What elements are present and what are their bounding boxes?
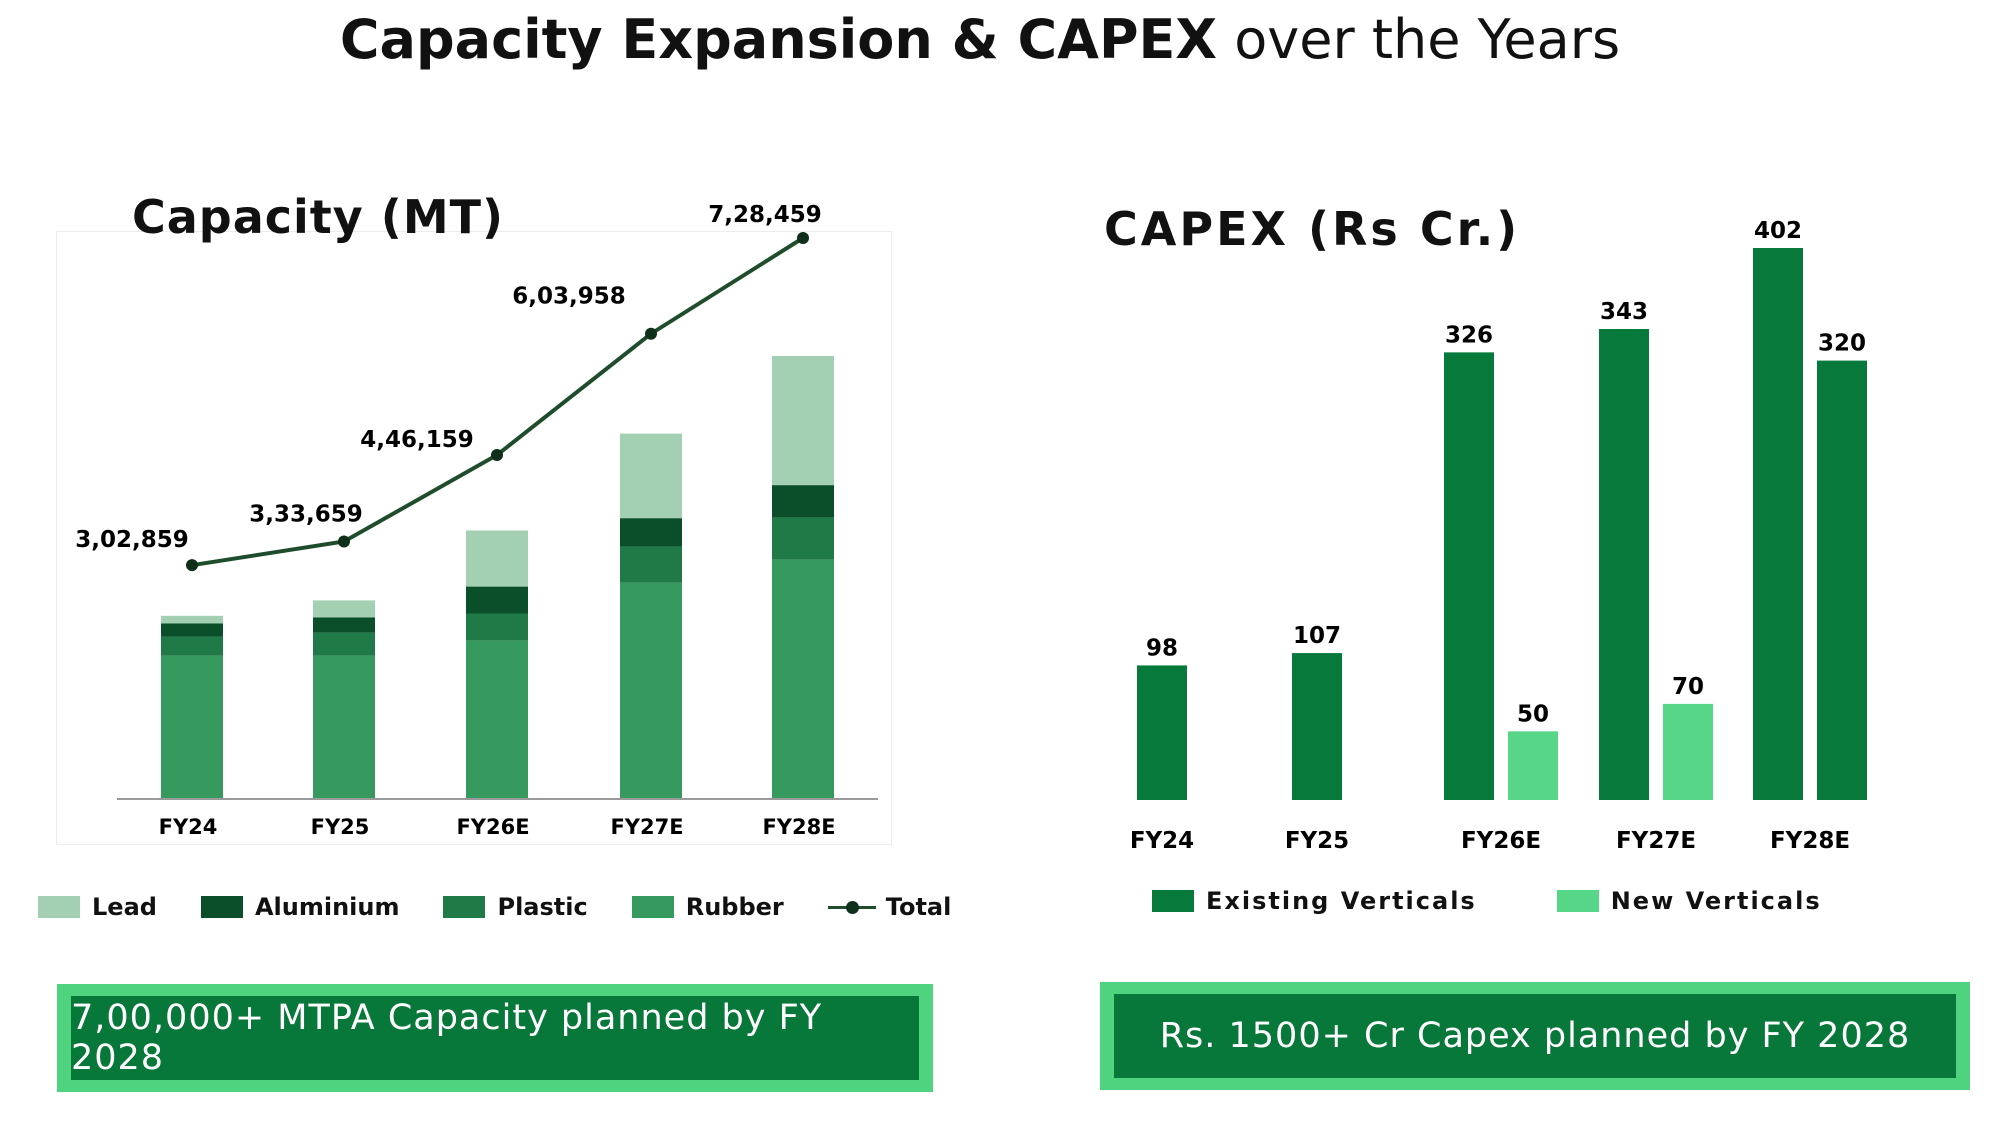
capex-value-label-existing-fy27e: 343 [1600, 299, 1648, 325]
capacity-bar-aluminium-fy28e [772, 485, 834, 518]
legend-item-total: Total [827, 893, 952, 921]
capex-bar-existing-fy25 [1292, 653, 1342, 800]
legend-label-rubber: Rubber [685, 893, 784, 921]
capex-tick-fy28e: FY28E [1770, 828, 1850, 854]
capacity-bar-lead-fy28e [772, 355, 834, 486]
capacity-bar-plastic-fy27e [620, 546, 682, 583]
capacity-bar-rubber-fy26e [466, 640, 528, 798]
capex-bar-new-fy27e [1663, 703, 1713, 800]
capacity-bar-rubber-fy27e [620, 582, 682, 798]
legend-label-plastic: Plastic [497, 893, 588, 921]
capacity-bar-rubber-fy24 [161, 655, 223, 798]
capacity-bar-aluminium-fy26e [466, 586, 528, 614]
capex-bar-existing-fy28e [1753, 248, 1803, 800]
capex-value-label-existing-fy28e: 402 [1754, 218, 1802, 244]
capacity-tick-fy28e: FY28E [762, 815, 835, 839]
capex-value-label-new-fy27e: 70 [1672, 674, 1704, 700]
capex-value-label-existing-fy24: 98 [1146, 635, 1178, 661]
capacity-total-point-fy24 [186, 559, 198, 572]
legend-label-existing: Existing Verticals [1206, 887, 1477, 915]
legend-item-rubber: Rubber [631, 893, 784, 921]
capacity-banner-text: 7,00,000+ MTPA Capacity planned by FY 20… [71, 996, 919, 1080]
legend-label-new: New Verticals [1610, 887, 1822, 915]
capacity-tick-fy27e: FY27E [610, 815, 683, 839]
capex-bar-existing-fy26e [1444, 352, 1494, 800]
capex-chart-title: CAPEX (Rs Cr.) [1104, 202, 1521, 256]
capex-bar-existing-fy24 [1137, 665, 1187, 800]
legend-label-total: Total [885, 893, 952, 921]
page-title: Capacity Expansion & CAPEX over the Year… [0, 8, 1960, 71]
capacity-total-label-fy27e: 6,03,958 [512, 284, 626, 310]
capex-tick-fy26e: FY26E [1461, 828, 1541, 854]
legend-label-aluminium: Aluminium [254, 893, 400, 921]
legend-swatch-new [1556, 890, 1599, 912]
capacity-total-label-fy25: 3,33,659 [249, 502, 363, 528]
capex-value-label-existing-fy25: 107 [1293, 623, 1341, 649]
capex-bar-existing-fy27e [1599, 329, 1649, 800]
capacity-tick-fy25: FY25 [311, 815, 370, 839]
capacity-bar-rubber-fy25 [313, 655, 375, 798]
legend-item-plastic: Plastic [443, 893, 588, 921]
capacity-bar-plastic-fy25 [313, 632, 375, 656]
legend-item-aluminium: Aluminium [200, 893, 400, 921]
capacity-total-label-fy24: 3,02,859 [75, 527, 189, 553]
capex-value-label-new-fy26e: 50 [1517, 701, 1549, 727]
legend-label-lead: Lead [92, 893, 157, 921]
capacity-bar-lead-fy25 [313, 600, 375, 618]
capacity-total-point-fy26e [491, 449, 503, 462]
page-title-bold: Capacity Expansion & CAPEX [339, 8, 1218, 71]
legend-item-existing: Existing Verticals [1152, 887, 1477, 915]
capacity-tick-fy24: FY24 [159, 815, 218, 839]
capex-bar-new-fy26e [1508, 731, 1558, 800]
capacity-bar-plastic-fy26e [466, 613, 528, 641]
capacity-chart-title: Capacity (MT) [132, 190, 504, 244]
capacity-bar-plastic-fy28e [772, 517, 834, 560]
legend-item-lead: Lead [38, 893, 157, 921]
capex-banner: Rs. 1500+ Cr Capex planned by FY 2028 [1100, 982, 1970, 1090]
legend-line-marker-icon [827, 896, 876, 918]
capacity-banner: 7,00,000+ MTPA Capacity planned by FY 20… [57, 984, 933, 1092]
legend-swatch-rubber [631, 896, 674, 918]
capacity-total-point-fy25 [338, 535, 350, 548]
capacity-total-label-fy28e: 7,28,459 [708, 202, 822, 228]
capacity-total-point-fy27e [645, 327, 657, 340]
capex-tick-fy24: FY24 [1130, 828, 1194, 854]
legend-item-new: New Verticals [1556, 887, 1822, 915]
capacity-total-label-fy26e: 4,46,159 [360, 427, 474, 453]
legend-swatch-existing [1152, 890, 1194, 912]
capex-tick-fy27e: FY27E [1616, 828, 1696, 854]
capex-value-label-new-fy28e: 320 [1818, 331, 1866, 357]
capex-value-label-existing-fy26e: 326 [1445, 322, 1493, 348]
capacity-bar-lead-fy24 [161, 615, 223, 624]
capex-legend: Existing Verticals New Verticals [1152, 887, 1902, 915]
capex-tick-fy25: FY25 [1285, 828, 1349, 854]
legend-swatch-plastic [443, 896, 486, 918]
capacity-bar-aluminium-fy24 [161, 623, 223, 637]
capacity-bar-aluminium-fy27e [620, 518, 682, 547]
capacity-legend: Lead Aluminium Plastic Rubber Total [38, 893, 995, 921]
capex-bar-new-fy28e [1817, 360, 1867, 800]
capacity-bar-plastic-fy24 [161, 636, 223, 656]
capex-banner-text: Rs. 1500+ Cr Capex planned by FY 2028 [1114, 994, 1956, 1078]
capacity-tick-fy26e: FY26E [456, 815, 529, 839]
capacity-bar-rubber-fy28e [772, 559, 834, 798]
legend-swatch-lead [38, 896, 80, 918]
page-title-light: over the Years [1234, 8, 1621, 71]
legend-swatch-aluminium [200, 896, 243, 918]
capacity-bar-lead-fy26e [466, 530, 528, 587]
capacity-bar-aluminium-fy25 [313, 617, 375, 633]
capacity-bar-lead-fy27e [620, 433, 682, 519]
capacity-total-point-fy28e [797, 232, 809, 244]
